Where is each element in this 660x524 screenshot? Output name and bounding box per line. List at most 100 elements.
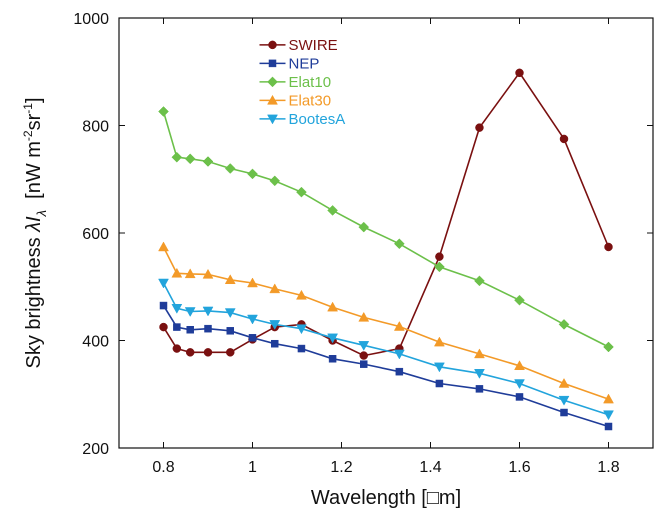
data-point-elat10	[603, 341, 614, 353]
data-point-swire	[475, 123, 484, 132]
axis-ticks: 0.8 1 1.2 1.4 1.6 1.8 200 400 600 800 1000	[73, 11, 653, 476]
data-point-elat30	[558, 377, 570, 388]
data-point-bootesa	[327, 333, 339, 344]
legend-label: NEP	[289, 55, 320, 72]
data-point-elat10	[247, 168, 258, 180]
series-nep	[159, 301, 613, 431]
data-point-elat30	[296, 289, 307, 300]
y-tick-label: 200	[82, 441, 109, 458]
x-tick-label: 1.6	[508, 459, 530, 476]
data-point-bootesa	[603, 410, 614, 421]
data-point-swire	[435, 252, 444, 261]
legend-marker	[267, 114, 278, 125]
data-point-elat10	[202, 156, 214, 167]
series-elat10	[158, 106, 614, 353]
data-point-bootesa	[171, 304, 183, 314]
legend-marker	[268, 59, 277, 68]
data-point-swire	[226, 348, 235, 357]
data-point-bootesa	[269, 320, 281, 330]
series-line-elat30	[162, 246, 609, 400]
y-tick-label: 1000	[73, 11, 109, 28]
data-point-nep	[159, 301, 168, 310]
data-point-elat10	[171, 151, 183, 163]
data-point-elat30	[247, 277, 258, 288]
data-point-elat30	[327, 301, 339, 312]
series-line-nep	[162, 305, 609, 428]
series-swire	[159, 68, 613, 360]
legend-item-bootesa: BootesA	[259, 111, 346, 128]
data-point-nep	[604, 422, 613, 431]
x-tick-label: 0.8	[152, 459, 174, 476]
data-point-nep	[560, 408, 568, 417]
legend-marker	[267, 94, 278, 105]
data-point-elat30	[358, 311, 370, 322]
data-point-elat10	[269, 175, 281, 187]
data-point-elat10	[393, 238, 405, 250]
data-point-bootesa	[514, 379, 525, 390]
data-point-elat30	[224, 274, 236, 285]
x-tick-label: 1	[248, 459, 257, 476]
y-axis-title-lambda: λI	[23, 216, 45, 233]
data-point-elat10	[224, 163, 236, 174]
data-point-nep	[328, 355, 337, 363]
data-point-elat30	[474, 348, 485, 359]
data-point-nep	[186, 326, 194, 334]
y-axis-title: Sky brightness λIλ [nW m-2sr-1]	[21, 97, 49, 368]
x-axis-title: Wavelength [□m]	[311, 487, 461, 509]
data-point-elat10	[184, 153, 196, 165]
legend-item-elat30: Elat30	[259, 92, 331, 109]
data-point-elat10	[358, 221, 370, 233]
data-point-nep	[297, 344, 306, 353]
y-axis-title-unit-b: sr	[23, 113, 45, 130]
data-point-swire	[604, 242, 613, 252]
legend-marker	[268, 40, 277, 50]
data-point-nep	[204, 324, 212, 333]
y-axis-title-sup2: -1	[21, 103, 35, 114]
legend-label: SWIRE	[289, 37, 338, 54]
y-axis-title-sub: λ	[34, 210, 49, 217]
data-point-swire	[203, 348, 213, 357]
data-point-elat10	[327, 205, 338, 216]
data-point-nep	[395, 367, 404, 376]
data-point-elat30	[433, 336, 445, 347]
data-point-elat30	[393, 321, 405, 331]
legend-item-nep: NEP	[259, 55, 320, 72]
data-point-bootesa	[296, 324, 307, 335]
data-point-bootesa	[558, 395, 570, 406]
series-line-bootesa	[162, 282, 609, 416]
y-axis-title-unit-c: ]	[23, 97, 45, 103]
data-point-swire	[185, 348, 195, 357]
data-point-elat10	[474, 275, 485, 287]
data-point-nep	[271, 339, 279, 348]
data-point-nep	[515, 393, 524, 401]
data-point-swire	[172, 344, 182, 353]
data-point-bootesa	[158, 278, 169, 289]
data-point-bootesa	[474, 369, 485, 379]
data-point-nep	[435, 379, 444, 388]
plot-frame	[118, 17, 654, 449]
data-point-nep	[226, 327, 234, 335]
legend-label: Elat10	[289, 74, 332, 91]
y-tick-label: 600	[82, 226, 109, 243]
data-point-elat30	[158, 241, 169, 252]
data-point-elat30	[202, 268, 214, 279]
data-point-swire	[359, 351, 368, 360]
data-point-elat30	[603, 393, 614, 404]
series-bootesa	[158, 278, 614, 421]
data-point-elat30	[514, 360, 525, 371]
data-point-bootesa	[393, 349, 405, 360]
data-point-swire	[515, 68, 524, 78]
y-tick-label: 800	[82, 119, 109, 136]
legend-marker	[267, 76, 278, 88]
legend-label: BootesA	[289, 111, 346, 128]
data-point-nep	[248, 334, 257, 342]
data-point-nep	[475, 385, 484, 393]
x-tick-label: 1.8	[597, 459, 619, 476]
y-axis-title-unit-a: [nW m	[23, 141, 45, 199]
data-point-elat10	[434, 261, 445, 273]
y-axis-title-main: Sky brightness	[23, 232, 45, 369]
data-point-elat30	[184, 268, 196, 279]
data-point-elat10	[158, 106, 169, 117]
data-point-elat10	[514, 294, 525, 306]
data-point-swire	[559, 134, 569, 144]
